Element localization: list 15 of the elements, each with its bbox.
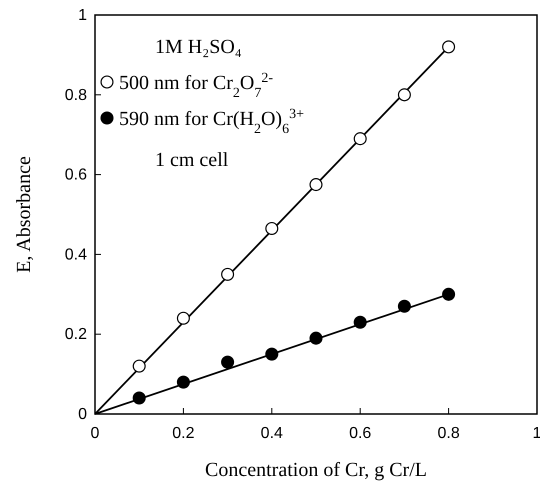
- y-tick-label: 0.6: [64, 166, 88, 184]
- y-tick-label: 0.8: [64, 86, 88, 104]
- x-tick-label: 0: [90, 425, 100, 442]
- y-tick-label: 0: [78, 406, 88, 423]
- annotation: 1M H₂SO₄: [155, 36, 242, 58]
- y-tick-label: 0.2: [64, 326, 88, 344]
- x-tick-label: 0.2: [172, 425, 195, 442]
- x-tick-label: 0.4: [260, 425, 284, 442]
- y-axis-title: E, Absorbance: [13, 156, 35, 273]
- x-tick-label: 0.6: [349, 425, 372, 442]
- y-tick-label: 0.4: [64, 246, 88, 264]
- y-tick-label: 1: [78, 7, 88, 24]
- annotation: 1 cm cell: [155, 149, 229, 171]
- x-tick-label: 0.8: [437, 425, 460, 442]
- x-axis-title: Concentration of Cr, g Cr/L: [205, 459, 427, 481]
